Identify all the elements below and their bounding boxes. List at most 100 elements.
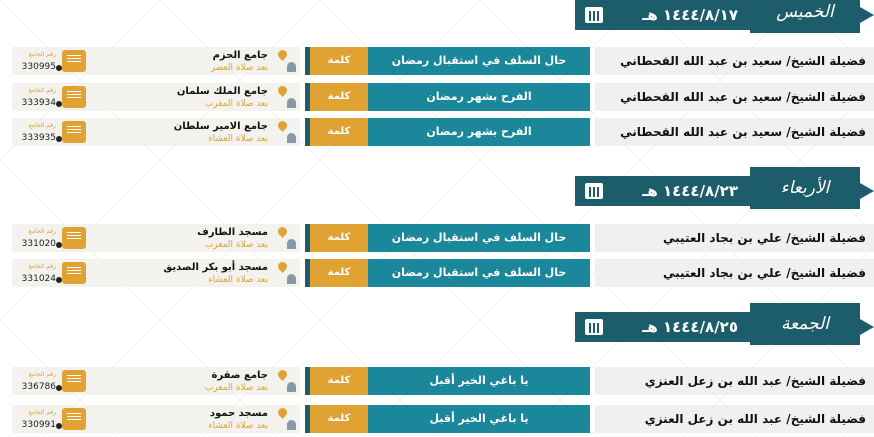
lecture-title: الفرح بشهر رمضان (368, 83, 590, 111)
mosque-icon (287, 133, 296, 143)
speaker-name: فضيلة الشيخ/ سعيد بن عبد الله القحطاني (595, 47, 874, 75)
lecture-row: فضيلة الشيخ/ علي بن بجاد العتيبي حال الس… (0, 259, 874, 287)
mosque-name: مسجد الطارف (197, 227, 268, 238)
number-label: رقم الجامع (28, 87, 56, 94)
document-icon (62, 370, 86, 392)
document-icon (62, 50, 86, 72)
map-pin-icon (276, 406, 289, 419)
number-label: رقم الجامع (28, 371, 56, 378)
lecture-title: حال السلف في استقبال رمضان (368, 259, 590, 287)
dot-icon (56, 101, 62, 107)
speaker-name: فضيلة الشيخ/ سعيد بن عبد الله القحطاني (595, 83, 874, 111)
prayer-time: بعد صلاة العشاء (208, 275, 268, 285)
document-icon (62, 121, 86, 143)
mosque-info: جامع الحزم بعد صلاة العصر (108, 49, 268, 75)
number-value: 333935 (21, 133, 56, 143)
mosque-name: جامع صقرة (211, 370, 268, 381)
lecture-row: فضيلة الشيخ/ سعيد بن عبد الله القحطاني ا… (0, 83, 874, 111)
speaker-name: فضيلة الشيخ/ علي بن بجاد العتيبي (595, 259, 874, 287)
mosque-number: رقم الجامع 330995 (16, 49, 56, 73)
number-value: 330995 (21, 62, 56, 72)
number-value: 331024 (21, 274, 56, 284)
prayer-time: بعد صلاة المغرب (204, 99, 268, 109)
map-pin-icon (276, 260, 289, 273)
mosque-info: مسجد الطارف بعد صلاة المغرب (108, 226, 268, 252)
mosque-location-icon (276, 48, 298, 72)
mosque-location-icon (276, 119, 298, 143)
lecture-type: كلمة (310, 367, 368, 395)
dot-icon (56, 423, 62, 429)
number-label: رقم الجامع (28, 228, 56, 235)
hijri-date: ١٤٤٤/٨/١٧ هـ (642, 6, 738, 24)
map-pin-icon (276, 368, 289, 381)
divider (305, 259, 310, 287)
number-label: رقم الجامع (28, 51, 56, 58)
lecture-type: كلمة (310, 224, 368, 252)
document-icon (62, 86, 86, 108)
mosque-name: جامع الملك سلمان (176, 86, 268, 97)
lecture-type: كلمة (310, 405, 368, 433)
speaker-name: فضيلة الشيخ/ علي بن بجاد العتيبي (595, 224, 874, 252)
dot-icon (56, 136, 62, 142)
day-name: الأربعاء (750, 167, 860, 209)
divider (305, 47, 310, 75)
lecture-title: يا باغي الخير أقبل (368, 367, 590, 395)
prayer-time: بعد صلاة العصر (210, 63, 268, 73)
calendar-icon (585, 319, 603, 335)
calendar-icon (585, 183, 603, 199)
mosque-icon (287, 98, 296, 108)
hijri-date: ١٤٤٤/٨/٢٣ هـ (642, 182, 738, 200)
lecture-type: كلمة (310, 259, 368, 287)
lecture-row: فضيلة الشيخ/ عبد الله بن زعل العنزي يا ب… (0, 367, 874, 395)
number-value: 330991 (21, 420, 56, 430)
lecture-title: حال السلف في استقبال رمضان (368, 47, 590, 75)
prayer-time: بعد صلاة المغرب (204, 240, 268, 250)
mosque-number: رقم الجامع 333935 (16, 120, 56, 144)
prayer-time: بعد صلاة العشاء (208, 421, 268, 431)
mosque-number: رقم الجامع 331020 (16, 226, 56, 250)
divider (305, 367, 310, 395)
day-name: الجمعة (750, 303, 860, 345)
dot-icon (56, 385, 62, 391)
mosque-name: جامع الحزم (212, 50, 268, 61)
mosque-location-icon (276, 260, 298, 284)
mosque-name: جامع الامير سلطان (173, 121, 268, 132)
document-icon (62, 227, 86, 249)
prayer-time: بعد صلاة المغرب (204, 383, 268, 393)
mosque-number: رقم الجامع 336786 (16, 369, 56, 393)
number-label: رقم الجامع (28, 409, 56, 416)
mosque-info: مسجد أبو بكر الصديق بعد صلاة العشاء (108, 261, 268, 287)
mosque-icon (287, 239, 296, 249)
mosque-location-icon (276, 225, 298, 249)
mosque-name: مسجد أبو بكر الصديق (163, 262, 268, 273)
mosque-number: رقم الجامع 333934 (16, 85, 56, 109)
document-icon (62, 408, 86, 430)
mosque-info: جامع الامير سلطان بعد صلاة العشاء (108, 120, 268, 146)
mosque-icon (287, 382, 296, 392)
mosque-info: جامع صقرة بعد صلاة المغرب (108, 369, 268, 395)
day-header: الجمعة ١٤٤٤/٨/٢٥ هـ (575, 303, 874, 345)
lecture-title: حال السلف في استقبال رمضان (368, 224, 590, 252)
number-value: 333934 (21, 98, 56, 108)
map-pin-icon (276, 48, 289, 61)
mosque-info: مسجد حمود بعد صلاة العشاء (108, 407, 268, 433)
hijri-date: ١٤٤٤/٨/٢٥ هـ (642, 318, 738, 336)
lecture-row: فضيلة الشيخ/ سعيد بن عبد الله القحطاني ا… (0, 118, 874, 146)
lecture-row: فضيلة الشيخ/ علي بن بجاد العتيبي حال الس… (0, 224, 874, 252)
mosque-info: جامع الملك سلمان بعد صلاة المغرب (108, 85, 268, 111)
divider (305, 83, 310, 111)
mosque-location-icon (276, 406, 298, 430)
day-header: الأربعاء ١٤٤٤/٨/٢٣ هـ (575, 167, 874, 209)
mosque-location-icon (276, 84, 298, 108)
dot-icon (56, 277, 62, 283)
number-value: 331020 (21, 239, 56, 249)
divider (305, 224, 310, 252)
mosque-location-icon (276, 368, 298, 392)
mosque-icon (287, 274, 296, 284)
lecture-row: فضيلة الشيخ/ سعيد بن عبد الله القحطاني ح… (0, 47, 874, 75)
lecture-title: يا باغي الخير أقبل (368, 405, 590, 433)
dot-icon (56, 65, 62, 71)
dot-icon (56, 242, 62, 248)
map-pin-icon (276, 84, 289, 97)
divider (305, 405, 310, 433)
